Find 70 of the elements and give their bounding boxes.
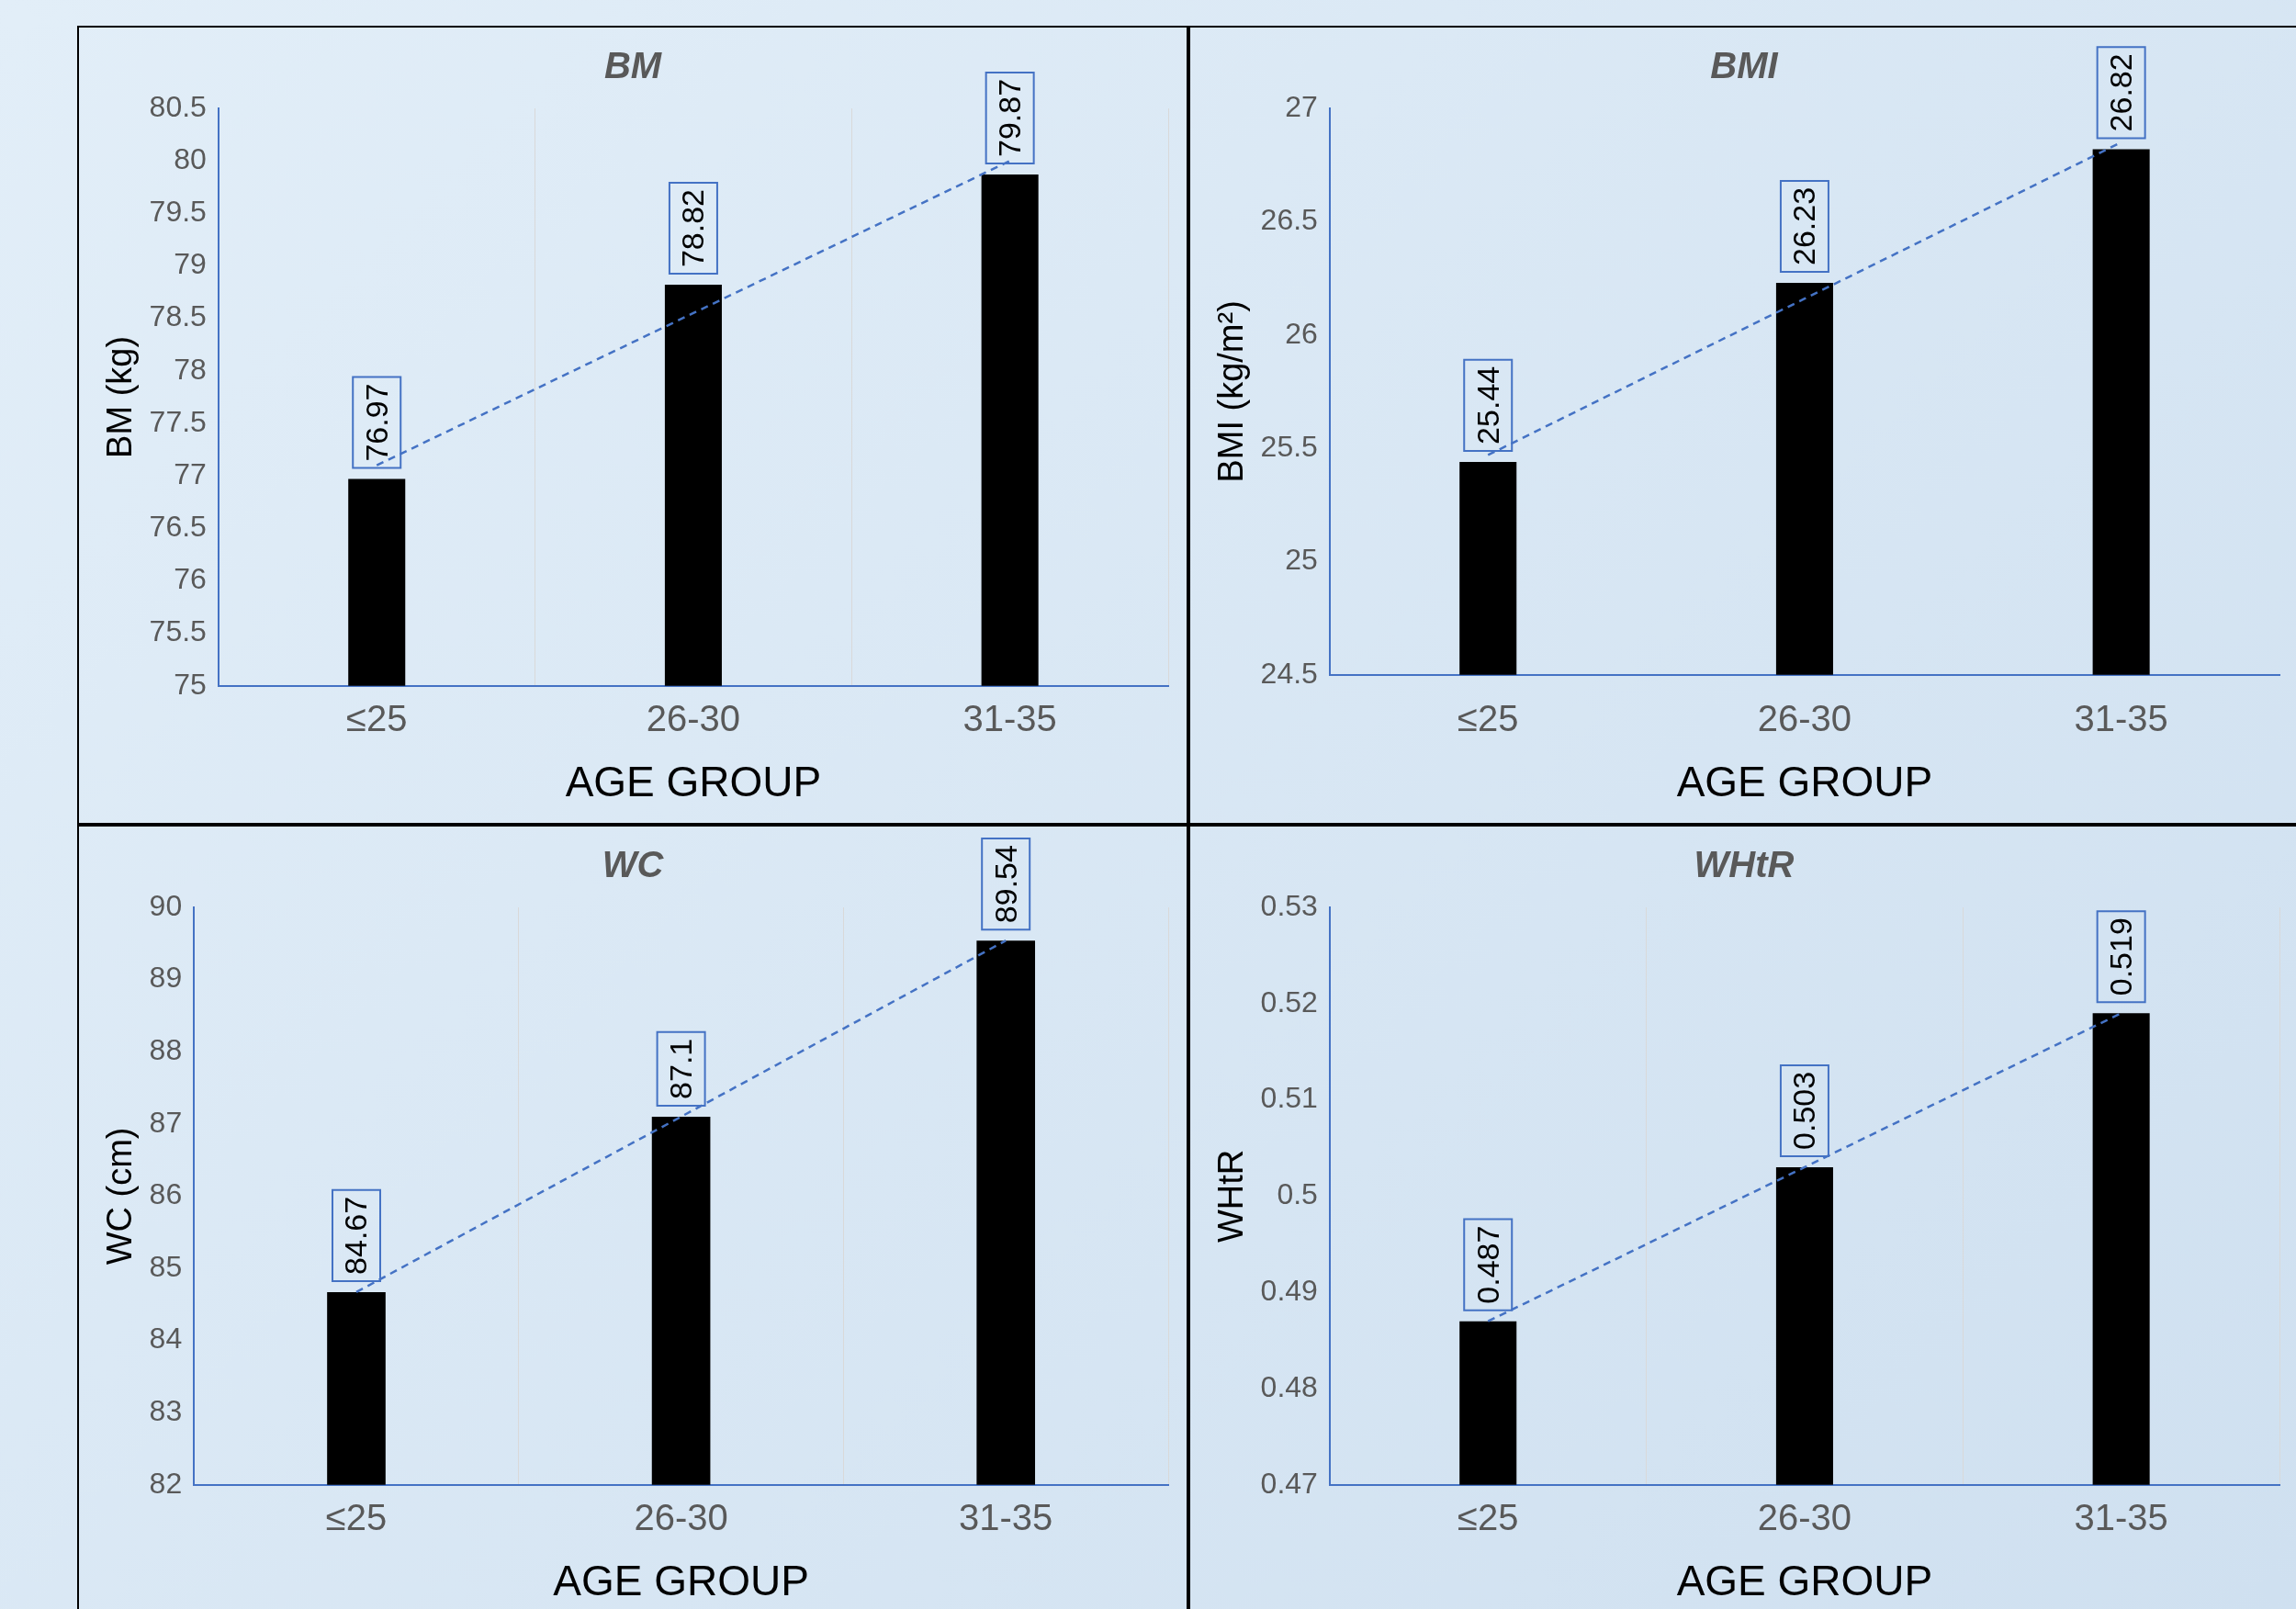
y-tick-label: 25.5 <box>1260 429 1318 463</box>
y-tick-label: 0.53 <box>1260 888 1318 922</box>
y-axis-title: WHtR <box>1211 1149 1251 1243</box>
y-tick-label: 0.47 <box>1260 1466 1318 1500</box>
chart-title: WHtR <box>1694 844 1795 885</box>
y-tick-label: 85 <box>149 1249 183 1283</box>
y-tick-label: 80 <box>174 141 207 175</box>
data-label: 25.44 <box>1469 366 1505 444</box>
y-tick-label: 86 <box>149 1177 183 1211</box>
y-tick-label: 0.48 <box>1260 1369 1318 1403</box>
x-tick-label: 26-30 <box>634 1496 728 1537</box>
x-axis-title: AGE GROUP <box>1676 1557 1933 1605</box>
x-tick-label: ≤25 <box>1458 697 1519 738</box>
y-tick-label: 78 <box>174 352 207 386</box>
x-tick-label: 31-35 <box>2074 1496 2168 1537</box>
data-label: 76.97 <box>358 383 394 462</box>
x-tick-label: 31-35 <box>962 697 1057 738</box>
y-tick-label: 87 <box>149 1105 183 1139</box>
y-tick-label: 90 <box>149 888 183 922</box>
y-tick-label: 88 <box>149 1033 183 1067</box>
y-tick-label: 25 <box>1285 543 1318 577</box>
y-tick-label: 76.5 <box>149 510 207 544</box>
y-tick-label: 0.49 <box>1260 1274 1318 1308</box>
y-tick-label: 89 <box>149 961 183 995</box>
y-tick-label: 79.5 <box>149 195 207 229</box>
y-axis-title: BMI (kg/m²) <box>1211 300 1251 483</box>
y-tick-label: 80.5 <box>149 89 207 123</box>
y-tick-label: 75.5 <box>149 614 207 648</box>
y-tick-label: 78.5 <box>149 299 207 333</box>
data-label: 0.519 <box>2103 917 2139 996</box>
x-tick-label: 31-35 <box>959 1496 1053 1537</box>
y-tick-label: 27 <box>1285 89 1318 123</box>
x-tick-label: ≤25 <box>1458 1496 1519 1537</box>
x-axis-title: AGE GROUP <box>553 1557 809 1605</box>
x-tick-label: ≤25 <box>346 697 408 738</box>
x-axis-title: AGE GROUP <box>565 758 822 806</box>
y-tick-label: 0.5 <box>1277 1177 1318 1211</box>
y-tick-label: 0.51 <box>1260 1081 1318 1115</box>
data-label: 0.503 <box>1786 1071 1822 1150</box>
data-label: 26.23 <box>1786 186 1822 265</box>
y-tick-label: 83 <box>149 1394 183 1428</box>
y-tick-label: 77 <box>174 456 207 490</box>
y-tick-label: 84 <box>149 1322 183 1356</box>
y-tick-label: 75 <box>174 667 207 701</box>
data-label: 0.487 <box>1469 1225 1505 1304</box>
y-axis-title: WC (cm) <box>100 1127 140 1266</box>
x-tick-label: 26-30 <box>646 697 741 738</box>
data-label: 78.82 <box>675 188 711 268</box>
data-label: 87.1 <box>662 1038 698 1099</box>
chart-title: WC <box>602 844 665 885</box>
y-tick-label: 82 <box>149 1466 183 1500</box>
chart-title: BM <box>603 45 663 86</box>
x-tick-label: 31-35 <box>2074 697 2168 738</box>
y-tick-label: 24.5 <box>1260 656 1318 690</box>
x-tick-label: 26-30 <box>1757 697 1852 738</box>
x-axis-title: AGE GROUP <box>1676 758 1933 806</box>
data-label: 79.87 <box>992 78 1028 158</box>
data-label: 84.67 <box>338 1196 374 1275</box>
y-tick-label: 0.52 <box>1260 985 1318 1018</box>
chart-title: BMI <box>1710 45 1779 86</box>
y-tick-label: 26.5 <box>1260 203 1318 237</box>
x-tick-label: ≤25 <box>325 1496 388 1537</box>
y-tick-label: 26 <box>1285 316 1318 350</box>
data-label: 26.82 <box>2103 53 2139 132</box>
data-label: 89.54 <box>987 845 1023 924</box>
y-tick-label: 76 <box>174 562 207 596</box>
y-axis-title: BM (kg) <box>100 335 140 458</box>
x-tick-label: 26-30 <box>1757 1496 1852 1537</box>
y-tick-label: 77.5 <box>149 404 207 438</box>
y-tick-label: 79 <box>174 247 207 281</box>
